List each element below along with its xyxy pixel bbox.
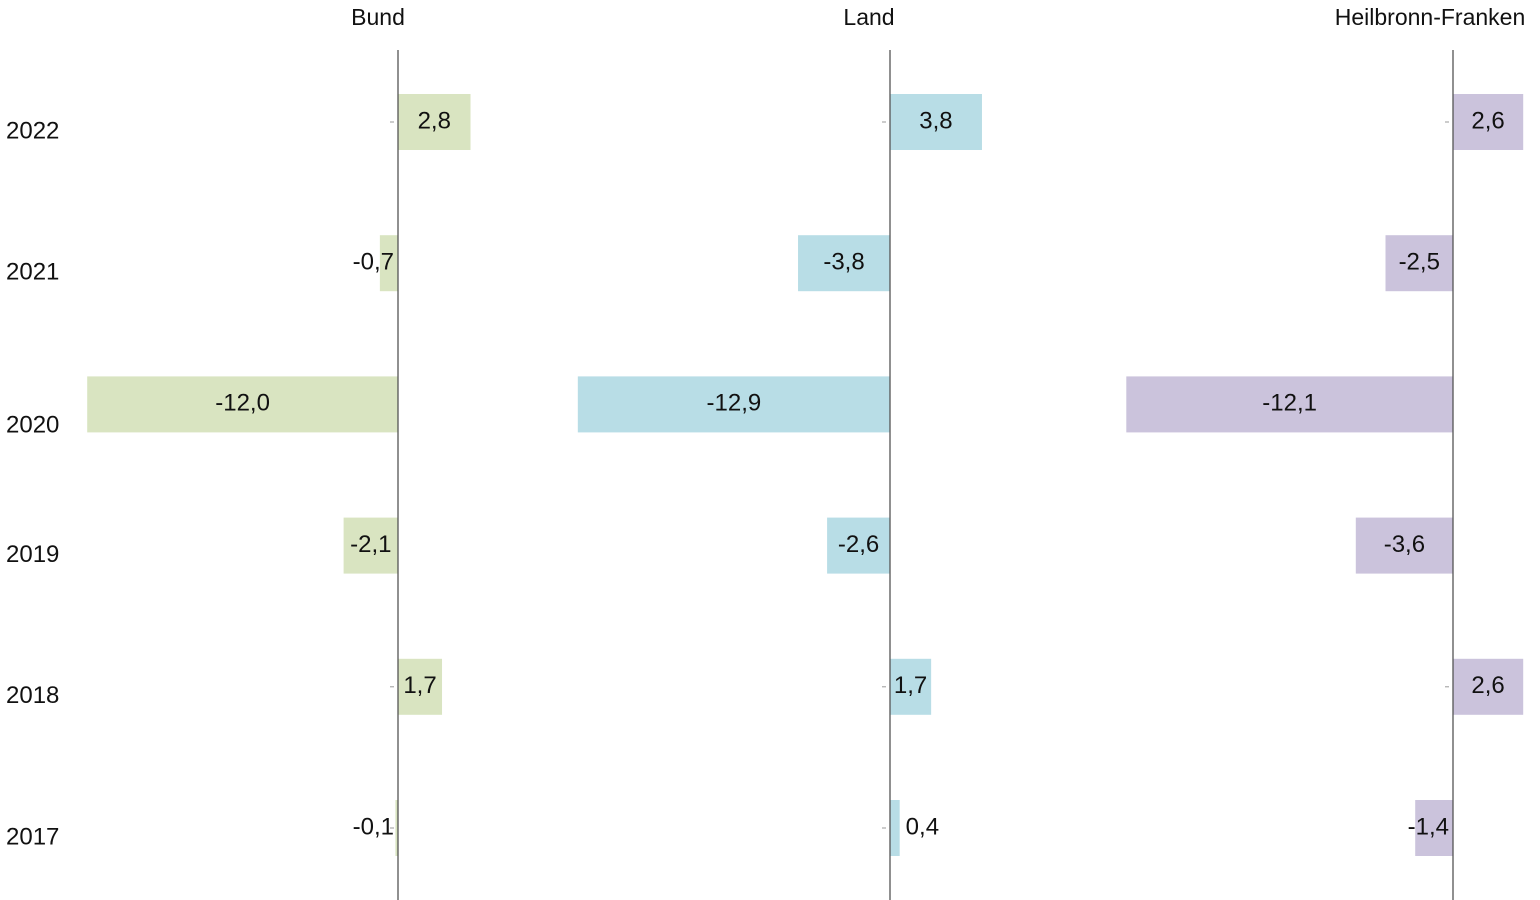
category-label: 2019 (6, 541, 59, 568)
category-label: 2017 (6, 823, 59, 850)
value-label: -3,8 (823, 249, 864, 276)
value-label: -2,6 (838, 531, 879, 558)
bar (1126, 376, 1453, 433)
value-label: -3,6 (1384, 531, 1425, 558)
bar (343, 517, 398, 574)
bar (827, 517, 890, 574)
panel-title: Heilbronn-Franken (1335, 4, 1525, 30)
bar (379, 235, 398, 292)
value-label: -2,1 (350, 531, 391, 558)
value-label: -12,0 (215, 390, 270, 417)
value-label: 1,7 (894, 672, 927, 699)
value-label: -1,4 (1408, 813, 1449, 840)
category-label: 2018 (6, 682, 59, 709)
value-label: 2,6 (1471, 672, 1504, 699)
value-label: 1,7 (403, 672, 436, 699)
bar (1453, 658, 1524, 715)
value-label: -0,7 (353, 249, 394, 276)
bar (395, 800, 398, 856)
bar (890, 800, 900, 856)
value-label: -12,1 (1262, 390, 1317, 417)
category-label: 2022 (6, 117, 59, 144)
bar (890, 658, 932, 715)
category-label: 2021 (6, 259, 59, 286)
panel-title: Bund (351, 4, 405, 30)
panel-title: Land (843, 4, 894, 30)
bar (398, 94, 471, 150)
bar (890, 94, 982, 150)
bar (577, 376, 890, 433)
value-label: 3,8 (919, 107, 952, 134)
value-label: -2,5 (1399, 249, 1440, 276)
bar (1453, 94, 1524, 150)
value-label: 2,6 (1471, 107, 1504, 134)
value-label: 2,8 (418, 107, 451, 134)
bar (1385, 235, 1453, 292)
value-label: -0,1 (353, 813, 394, 840)
category-label: 2020 (6, 412, 59, 439)
bar (1355, 517, 1453, 574)
bar (798, 235, 890, 292)
bar (1415, 800, 1453, 856)
value-label: -12,9 (707, 390, 762, 417)
bar (87, 376, 398, 433)
value-label: 0,4 (906, 813, 939, 840)
bar (398, 658, 443, 715)
